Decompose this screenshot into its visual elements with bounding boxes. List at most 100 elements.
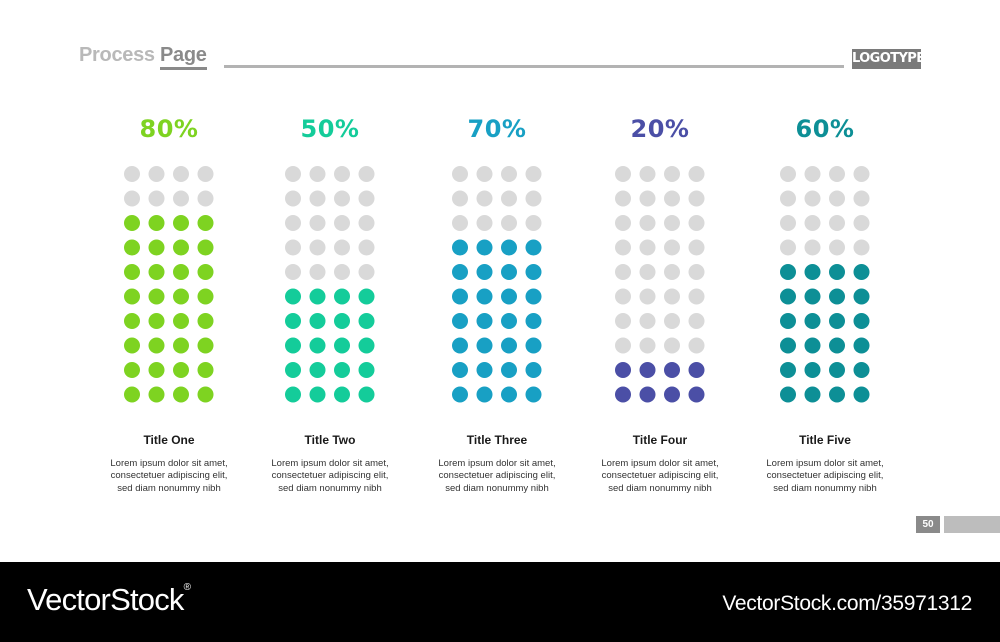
dot-filled	[452, 337, 469, 354]
dot-filled	[148, 215, 165, 231]
dot-filled	[476, 288, 493, 305]
dot-empty	[639, 288, 656, 305]
dot-empty	[309, 190, 326, 207]
dot-filled	[525, 313, 542, 329]
page-title-word-1: Process	[79, 44, 155, 66]
dot-filled	[452, 362, 469, 378]
dot-filled	[358, 288, 375, 305]
dot-filled	[476, 264, 493, 280]
dot-empty	[452, 166, 469, 182]
dot-empty	[853, 190, 870, 207]
page-title-word-2: Page	[160, 44, 207, 70]
dot-filled	[853, 386, 870, 403]
dot-filled	[334, 288, 351, 305]
dot-empty	[615, 313, 632, 329]
slide: Process Page LOGOTYPE 80% Title One Lorem …	[79, 44, 1000, 533]
description-line: sed diam nonummy nibh	[445, 482, 549, 494]
dot-empty	[829, 166, 846, 182]
dot-filled	[452, 264, 469, 280]
dot-empty	[309, 215, 326, 231]
column-title: Title One	[143, 432, 195, 447]
dot-empty	[639, 215, 656, 231]
dot-filled	[688, 386, 705, 403]
dot-filled	[853, 288, 870, 305]
dot-empty	[615, 215, 632, 231]
dot-empty	[688, 190, 705, 207]
dot-filled	[285, 386, 302, 403]
dot-grid	[780, 166, 870, 403]
column-description: Lorem ipsum dolor sit amet, consectetuer …	[412, 458, 582, 496]
dot-filled	[501, 386, 518, 403]
dot-empty	[688, 313, 705, 329]
dot-filled	[853, 264, 870, 280]
dot-empty	[615, 166, 632, 182]
dot-empty	[124, 190, 141, 207]
dot-filled	[148, 337, 165, 354]
dot-filled	[780, 313, 797, 329]
dot-filled	[501, 337, 518, 354]
dot-filled	[780, 386, 797, 403]
dot-filled	[124, 386, 141, 403]
dot-empty	[148, 190, 165, 207]
dot-grid	[285, 166, 375, 403]
dot-filled	[358, 386, 375, 403]
column-description: Lorem ipsum dolor sit amet, consectetuer …	[245, 458, 415, 496]
dot-filled	[197, 362, 214, 378]
dot-filled	[853, 337, 870, 354]
dot-empty	[804, 239, 821, 256]
dot-filled	[285, 313, 302, 329]
dot-empty	[664, 239, 681, 256]
dot-empty	[853, 239, 870, 256]
dot-filled	[664, 362, 681, 378]
dot-empty	[285, 166, 302, 182]
dot-empty	[615, 190, 632, 207]
dot-empty	[358, 239, 375, 256]
dot-filled	[780, 264, 797, 280]
dot-empty	[639, 239, 656, 256]
dot-empty	[853, 215, 870, 231]
dot-filled	[358, 362, 375, 378]
dot-empty	[688, 264, 705, 280]
percent-label: 60%	[795, 115, 855, 143]
dot-filled	[148, 264, 165, 280]
dot-filled	[829, 337, 846, 354]
column-title: Title Four	[632, 432, 688, 447]
dot-filled	[197, 264, 214, 280]
dot-empty	[853, 166, 870, 182]
dot-filled	[476, 386, 493, 403]
column-1: 80% Title One Lorem ipsum dolor sit amet, c…	[84, 110, 254, 495]
dot-filled	[309, 288, 326, 305]
percent-label: 50%	[300, 115, 360, 143]
dot-filled	[334, 313, 351, 329]
column-4: 20% Title Four Lorem ipsum dolor sit amet,…	[575, 110, 745, 495]
dot-empty	[664, 337, 681, 354]
dot-filled	[452, 288, 469, 305]
dot-empty	[501, 166, 518, 182]
dot-filled	[804, 386, 821, 403]
dot-filled	[615, 386, 632, 403]
dot-filled	[688, 362, 705, 378]
dot-filled	[309, 386, 326, 403]
dot-filled	[804, 313, 821, 329]
dot-empty	[285, 239, 302, 256]
dot-empty	[829, 215, 846, 231]
dot-empty	[664, 215, 681, 231]
dot-filled	[334, 337, 351, 354]
dot-empty	[615, 337, 632, 354]
footer-brand-name: VectorStock	[27, 582, 184, 617]
dot-empty	[148, 166, 165, 182]
dot-filled	[285, 288, 302, 305]
dot-empty	[664, 264, 681, 280]
dot-filled	[804, 288, 821, 305]
dot-filled	[148, 288, 165, 305]
dot-filled	[501, 288, 518, 305]
dot-filled	[124, 239, 141, 256]
dot-filled	[173, 288, 190, 305]
dot-filled	[309, 362, 326, 378]
dot-empty	[615, 239, 632, 256]
dot-filled	[829, 313, 846, 329]
dot-filled	[285, 362, 302, 378]
column-5: 60% Title Five Lorem ipsum dolor sit amet,…	[740, 110, 910, 495]
description-line: Lorem ipsum dolor sit amet,	[110, 457, 228, 469]
column-title: Title Two	[304, 432, 356, 447]
